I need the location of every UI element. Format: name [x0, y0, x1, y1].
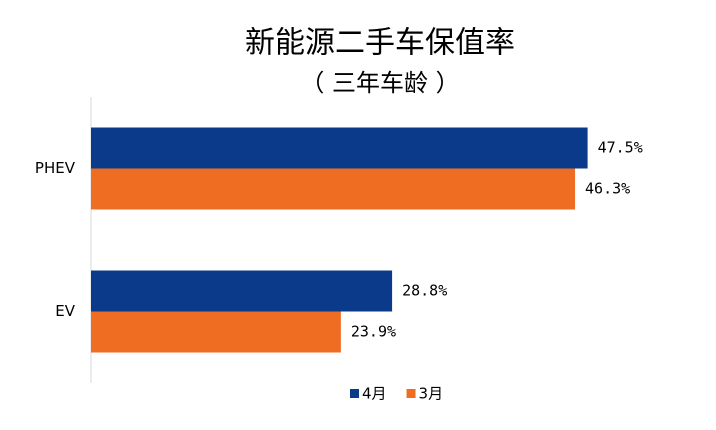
chart-title: 新能源二手车保值率 — [245, 26, 515, 61]
data-label: 23.9% — [351, 323, 396, 341]
bar — [91, 168, 576, 210]
bar — [91, 127, 588, 169]
bar — [91, 270, 393, 312]
legend-swatch — [406, 389, 416, 398]
legend-swatch — [350, 389, 359, 398]
data-label: 47.5% — [598, 139, 643, 157]
y-tick-label: EV — [55, 302, 75, 320]
data-label: 28.8% — [402, 282, 447, 300]
legend-label: 4月 — [362, 385, 387, 403]
legend-label: 3月 — [419, 385, 444, 403]
bar — [91, 311, 341, 353]
y-tick-label: PHEV — [35, 159, 76, 177]
data-label: 46.3% — [585, 180, 630, 198]
chart-subtitle: （ 三年车龄 ） — [300, 69, 459, 97]
